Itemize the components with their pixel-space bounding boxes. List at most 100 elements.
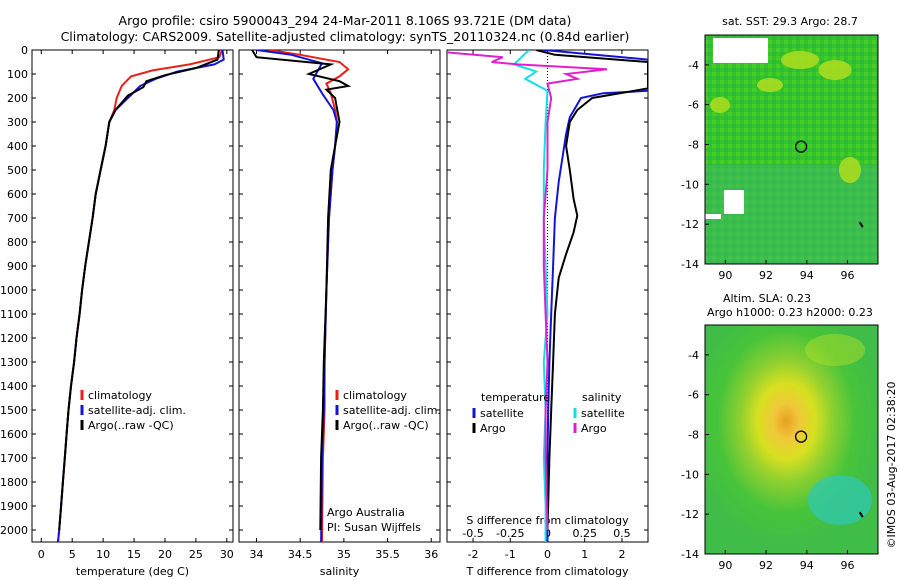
y-tick-label: 0 [21,44,28,57]
sla-map-panel: 90 92 94 96 -4 -6 -8 -10 -12 -14 Altim. SLA: 0.23A… [681,292,879,572]
salinity-diff-tick-label: -0.5 [462,527,483,540]
x-tick-label: 96 [840,269,854,282]
map-subtitle: Argo h1000: 0.23 h2000: 0.23 [707,306,873,319]
legend-label: Argo(..raw -QC) [343,419,429,432]
map-title: Altim. SLA: 0.23 [723,292,811,305]
x-tick-label: 0 [544,548,551,561]
legend-label: climatology [88,389,152,402]
sst-warm-patch [781,51,819,69]
y-tick-label: 1900 [0,500,28,513]
y-tick-label: 1400 [0,380,28,393]
y-tick-label: 2000 [0,524,28,537]
x-tick-label: 5 [69,548,76,561]
legend-header: salinity [582,391,622,404]
y-tick-label: 800 [7,236,28,249]
legend-label: Argo(..raw -QC) [88,419,174,432]
y-tick-label: 300 [7,116,28,129]
header-line2: Climatology: CARS2009. Satellite-adjuste… [61,29,630,44]
x-axis-label: salinity [320,565,360,578]
x-tick-label: -2 [468,548,479,561]
series-line-2 [251,50,352,531]
x-tick-label: 94 [800,269,814,282]
y-tick-label: -12 [681,218,699,231]
salinity-diff-tick-label: 0.25 [572,527,597,540]
plot-frame [31,49,234,543]
sst-no-data [705,214,721,219]
argo-position-marker [794,430,808,443]
x-tick-label: 35 [337,548,351,561]
difference-panel: -2 -1 0 1 2 T difference from climatology -0.5… [446,49,649,578]
float-track [858,221,864,228]
sst-warm-patch [710,97,730,113]
map-title: sat. SST: 29.3 Argo: 28.7 [722,15,858,28]
x-tick-label: 15 [127,548,141,561]
x-axis-label: T difference from climatology [466,565,629,578]
x-tick-label: 30 [220,548,234,561]
x-tick-label: 34 [249,548,263,561]
x-tick-label: 96 [840,559,854,572]
x-tick-label: 94 [800,559,814,572]
x-tick-label: 34.5 [288,548,313,561]
legend-header: temperature [481,391,550,404]
annotation-line: PI: Susan Wijffels [327,521,421,534]
annotation-line: Argo Australia [327,506,405,519]
temperature-panel: 0100200300400500600700800900100011001200… [0,44,234,578]
y-tick-label: -8 [688,429,699,442]
y-tick-label: 900 [7,260,28,273]
y-tick-label: -10 [681,178,699,191]
y-tick-label: 1700 [0,452,28,465]
y-tick-label: -4 [688,59,699,72]
salinity-panel: 34 34.5 35 35.5 36 salinity climatology satelli… [238,49,441,578]
sst-no-data [713,38,768,63]
sst-warm-patch [818,60,852,80]
imos-credit: ©IMOS 03-Aug-2017 02:38:20 [885,382,898,549]
x-tick-label: 90 [718,559,732,572]
salinity-diff-tick-label: -0.25 [496,527,524,540]
y-tick-label: -6 [688,99,699,112]
sst-warm-patch [839,157,861,183]
y-tick-label: -10 [681,468,699,481]
y-tick-label: -14 [681,258,699,271]
series-line-3 [447,51,608,531]
x-axis-label: temperature (deg C) [76,565,189,578]
y-tick-label: 100 [7,68,28,81]
y-tick-label: 500 [7,164,28,177]
x-tick-label: 1 [581,548,588,561]
x-tick-label: -1 [505,548,516,561]
x-tick-label: 10 [96,548,110,561]
plot-frame [238,49,441,543]
header-line1: Argo profile: csiro 5900043_294 24-Mar-2… [119,13,572,28]
x-tick-label: 92 [759,559,773,572]
argo-position-marker [794,140,808,153]
y-tick-label: 1500 [0,404,28,417]
legend-label: Argo [480,422,506,435]
y-tick-label: -14 [681,548,699,561]
x-tick-label: 92 [759,269,773,282]
x-tick-label: 35.5 [375,548,400,561]
series-line-1 [536,50,648,531]
y-tick-label: 1300 [0,356,28,369]
map-frame [704,324,879,555]
sla-high-patch [805,334,865,366]
y-tick-label: 1800 [0,476,28,489]
x-tick-label: 25 [189,548,203,561]
x-tick-label: 90 [718,269,732,282]
y-tick-label: -6 [688,389,699,402]
series-line-2 [58,50,220,531]
y-tick-label: 1100 [0,308,28,321]
legend-label: climatology [343,389,407,402]
sla-low-patch [808,475,872,525]
legend-label: satellite-adj. clim. [88,404,186,417]
y-tick-label: 1600 [0,428,28,441]
y-tick-label: -8 [688,139,699,152]
y-tick-label: 1200 [0,332,28,345]
y-tick-label: 200 [7,92,28,105]
float-track [858,511,864,518]
legend-label: Argo [581,422,607,435]
sst-warm-patch [757,78,783,92]
y-tick-label: -4 [688,349,699,362]
legend-label: satellite-adj. clim. [343,404,441,417]
legend-label: satellite [480,407,524,420]
x-tick-label: 36 [424,548,438,561]
